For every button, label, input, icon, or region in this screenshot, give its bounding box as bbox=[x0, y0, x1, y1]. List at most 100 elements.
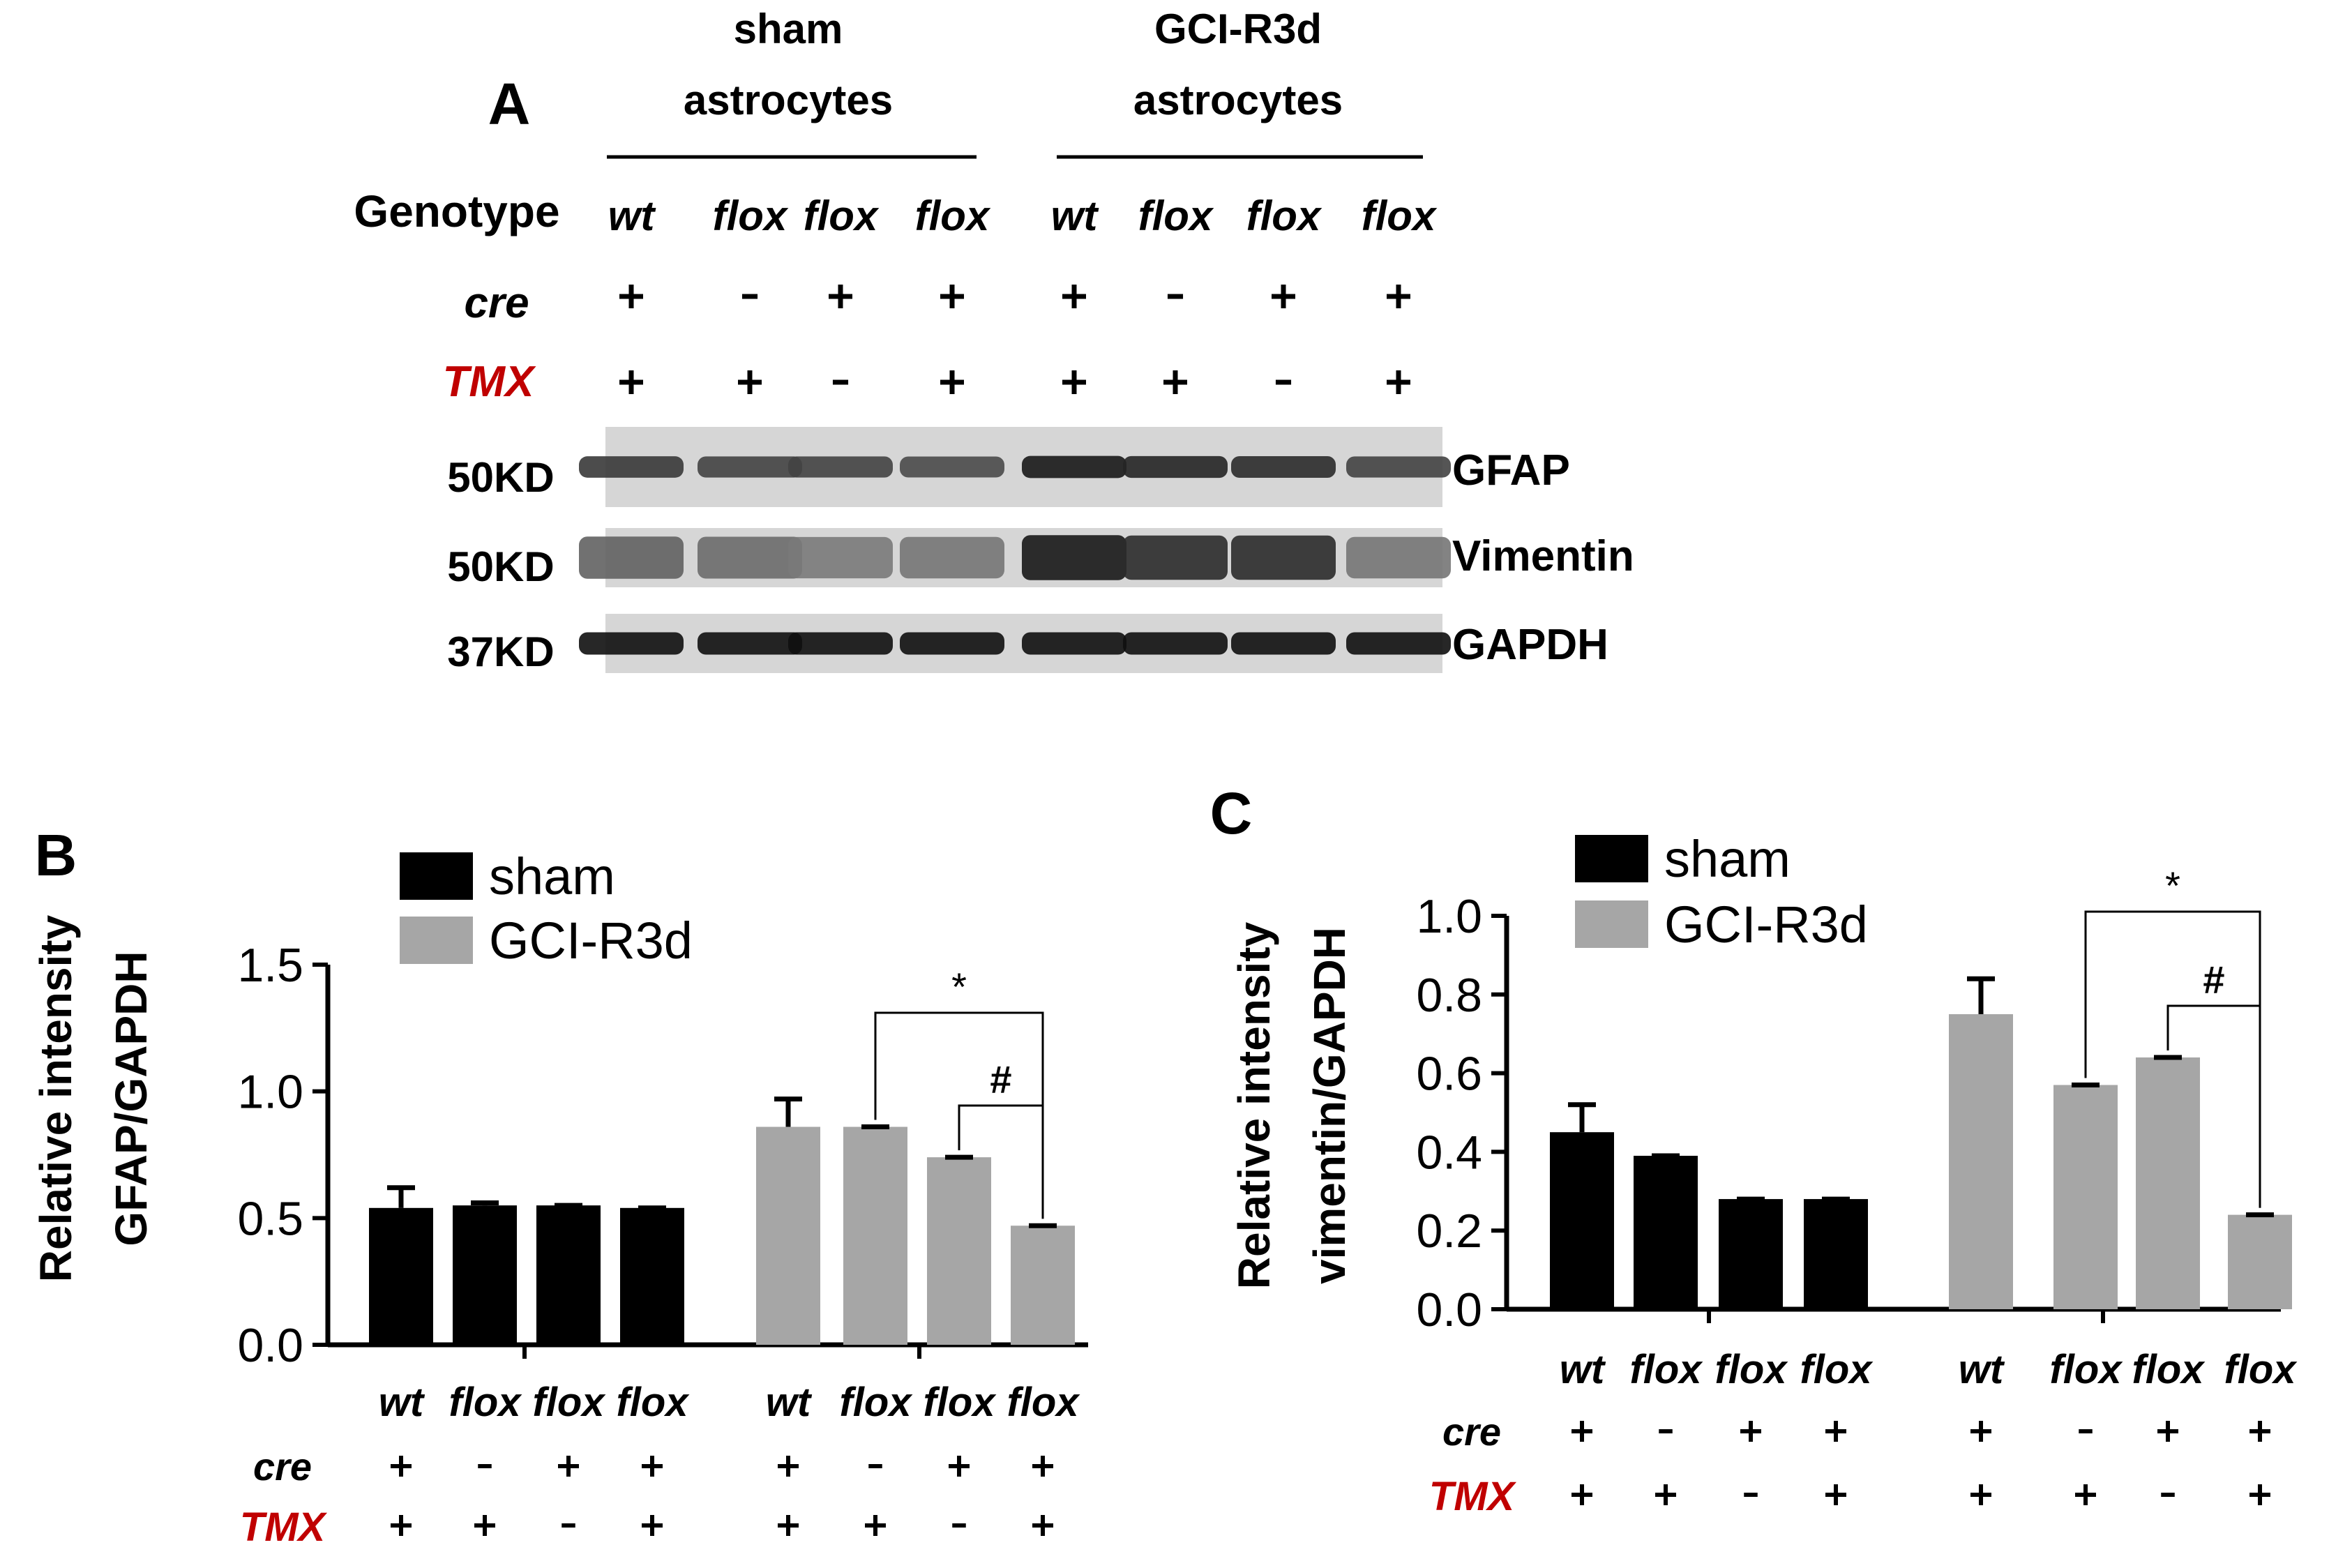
blot-protein-name: Vimentin bbox=[1452, 532, 1634, 580]
bar-genotype: flox bbox=[1800, 1347, 1874, 1392]
plus-sign bbox=[1272, 285, 1295, 308]
blot-strip-gapdh bbox=[579, 614, 1451, 673]
y-tick-label: 0.0 bbox=[237, 1319, 303, 1372]
blot-band bbox=[1231, 535, 1336, 580]
bar-genotype: flox bbox=[2132, 1347, 2206, 1392]
plus-sign bbox=[738, 370, 762, 394]
plus-sign bbox=[1387, 285, 1410, 308]
lane-genotype: wt bbox=[1051, 193, 1100, 239]
legend-label: sham bbox=[489, 847, 615, 905]
blot-band bbox=[1022, 535, 1126, 580]
blot-strip-vimentin bbox=[579, 528, 1451, 587]
lane-genotype: flox bbox=[804, 193, 880, 239]
plus-sign bbox=[2075, 1484, 2096, 1505]
bar-sham bbox=[620, 1207, 684, 1345]
blot-band bbox=[1123, 632, 1228, 655]
blot-band bbox=[788, 536, 893, 579]
blot-band bbox=[1346, 632, 1451, 655]
blot-band bbox=[1022, 455, 1126, 478]
legend-swatch-sham bbox=[1575, 835, 1648, 882]
significance-bracket bbox=[958, 1104, 1044, 1219]
bar-gci-r3d bbox=[1949, 1014, 2013, 1309]
blot-band bbox=[1231, 632, 1336, 655]
plus-sign bbox=[940, 370, 964, 394]
bar-genotype: wt bbox=[766, 1380, 813, 1425]
plus-sign bbox=[391, 1456, 412, 1477]
bar-genotype: flox bbox=[1714, 1347, 1788, 1392]
plus-sign bbox=[2249, 1484, 2270, 1505]
panel-label-a: A bbox=[488, 71, 531, 137]
lane-genotype: flox bbox=[915, 193, 991, 239]
bar-genotype: flox bbox=[2224, 1347, 2298, 1392]
y-tick-label: 0.5 bbox=[237, 1192, 303, 1245]
y-tick-label: 0.4 bbox=[1416, 1126, 1482, 1179]
plus-sign bbox=[1062, 285, 1086, 308]
legend-label: sham bbox=[1664, 830, 1791, 888]
plus-sign bbox=[949, 1456, 970, 1477]
bar-sham bbox=[1550, 1132, 1614, 1309]
y-axis-title-line1: Relative intensity bbox=[31, 914, 81, 1282]
plus-sign bbox=[940, 285, 964, 308]
plus-sign bbox=[642, 1456, 663, 1477]
plus-sign bbox=[2157, 1421, 2178, 1442]
panel-label: C bbox=[1210, 781, 1253, 846]
plus-sign bbox=[642, 1515, 663, 1536]
lane-genotype: flox bbox=[713, 193, 789, 239]
bar-genotype: flox bbox=[449, 1380, 522, 1425]
blot-band bbox=[1346, 456, 1451, 478]
significance-marker: * bbox=[951, 965, 967, 1009]
blot-band bbox=[579, 632, 684, 655]
legend-label: GCI-R3d bbox=[1664, 896, 1868, 953]
blot-band bbox=[698, 632, 802, 655]
legend-swatch-gci-r3d bbox=[1575, 900, 1648, 948]
cre-row-label: cre bbox=[464, 279, 529, 327]
y-axis-title-line1: Relative intensity bbox=[1229, 921, 1279, 1289]
genotype-row-label: Genotype bbox=[354, 186, 559, 236]
plus-sign bbox=[1825, 1484, 1846, 1505]
tmx-row-label: TMX bbox=[1429, 1474, 1517, 1519]
y-tick-label: 1.0 bbox=[237, 1066, 303, 1119]
blot-protein-name: GAPDH bbox=[1452, 621, 1608, 669]
bar-genotype: wt bbox=[1959, 1347, 2005, 1392]
significance-marker: # bbox=[990, 1057, 1011, 1101]
blot-band bbox=[900, 632, 1004, 655]
legend-label: GCI-R3d bbox=[489, 912, 693, 970]
blot-band bbox=[788, 456, 893, 478]
bar-gci-r3d bbox=[927, 1157, 991, 1345]
blot-band bbox=[1022, 632, 1126, 655]
significance-marker: * bbox=[2165, 864, 2180, 907]
significance-marker: # bbox=[2203, 958, 2224, 1002]
gfap-bar-chart: B Relative intensity GFAP/GAPDH 0.0 0.5 1.0 1.… bbox=[31, 822, 1088, 1550]
blot-band bbox=[698, 456, 802, 478]
y-tick-label: 1.5 bbox=[237, 939, 303, 992]
y-tick-label: 1.0 bbox=[1416, 890, 1482, 943]
plus-sign bbox=[1970, 1484, 1991, 1505]
vimentin-bar-chart: C Relative intensity vimentin/GAPDH 0.0 0.2 0… bbox=[1210, 781, 2298, 1519]
blot-molecular-weight: 50KD bbox=[447, 543, 554, 590]
plus-sign bbox=[558, 1456, 579, 1477]
group-label-line1: sham bbox=[734, 6, 843, 52]
blot-band bbox=[1123, 455, 1228, 478]
bar-genotype: flox bbox=[532, 1380, 606, 1425]
blot-band bbox=[698, 536, 802, 579]
plus-sign bbox=[1740, 1421, 1761, 1442]
plus-sign bbox=[2249, 1421, 2270, 1442]
legend-swatch-gci-r3d bbox=[400, 917, 473, 964]
bar-sham bbox=[1804, 1199, 1868, 1309]
tmx-row-label: TMX bbox=[240, 1505, 328, 1550]
plus-sign bbox=[1970, 1421, 1991, 1442]
y-tick-label: 0.2 bbox=[1416, 1205, 1482, 1258]
lane-genotype: flox bbox=[1362, 193, 1438, 239]
group-label-line2: astrocytes bbox=[1133, 77, 1343, 123]
bar-gci-r3d bbox=[2053, 1085, 2118, 1309]
bar-genotype: flox bbox=[616, 1380, 690, 1425]
blot-band bbox=[1231, 455, 1336, 478]
blot-band bbox=[579, 456, 684, 478]
blot-molecular-weight: 50KD bbox=[447, 454, 554, 501]
blot-band bbox=[579, 536, 684, 579]
lane-genotype: wt bbox=[608, 193, 657, 239]
y-tick-label: 0.0 bbox=[1416, 1283, 1482, 1336]
bar-genotype: wt bbox=[1560, 1347, 1606, 1392]
group-label-line1: GCI-R3d bbox=[1154, 6, 1322, 52]
